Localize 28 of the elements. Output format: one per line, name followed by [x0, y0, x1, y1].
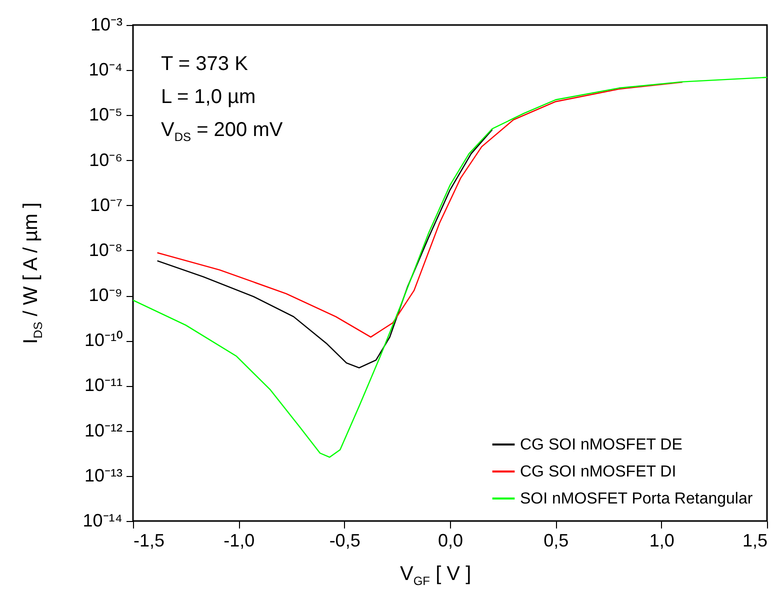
annotation: T = 373 K	[161, 53, 248, 76]
x-tick-label: 0,5	[544, 530, 569, 550]
x-tick-label: 0,0	[438, 530, 464, 550]
x-axis-title: V$_{GF}$ [ V ]	[400, 563, 472, 588]
y-tick-label: 10⁻¹²	[84, 420, 122, 440]
x-tick-label: -1,0	[224, 530, 255, 550]
y-tick-label: 10⁻¹¹	[84, 375, 122, 396]
y-tick-label: 10⁻⁴	[88, 60, 122, 80]
annotation: V$_{DS}$ = 200 mV	[161, 119, 283, 144]
legend-label: CG SOI nMOSFET DE	[520, 436, 682, 454]
x-tick-label: -1,5	[134, 530, 165, 550]
y-tick-label: 10⁻⁵	[89, 104, 122, 125]
y-tick-label: 10⁻³	[90, 14, 123, 34]
y-tick-label: 10⁻¹⁴	[82, 510, 122, 530]
y-tick-label: 10⁻⁷	[90, 194, 122, 215]
y-tick-label: 10⁻⁹	[88, 285, 122, 306]
x-tick-label: -0,5	[329, 530, 360, 550]
legend-label: CG SOI nMOSFET DI	[520, 464, 676, 480]
y-tick-label: 10⁻⁶	[89, 150, 122, 170]
y-tick-label: 10⁻¹³	[84, 465, 122, 486]
x-tick-label: 1,0	[649, 530, 674, 550]
y-tick-label: 10⁻⁸	[88, 240, 122, 260]
x-tick-label: 1,5	[742, 530, 768, 550]
y-tick-label: 10⁻¹⁰	[84, 330, 122, 350]
annotation: L = 1,0 µm	[161, 86, 256, 109]
line-series	[133, 76, 767, 458]
legend-label: SOI nMOSFET Porta Retangular	[520, 490, 754, 508]
line-series	[156, 82, 684, 338]
